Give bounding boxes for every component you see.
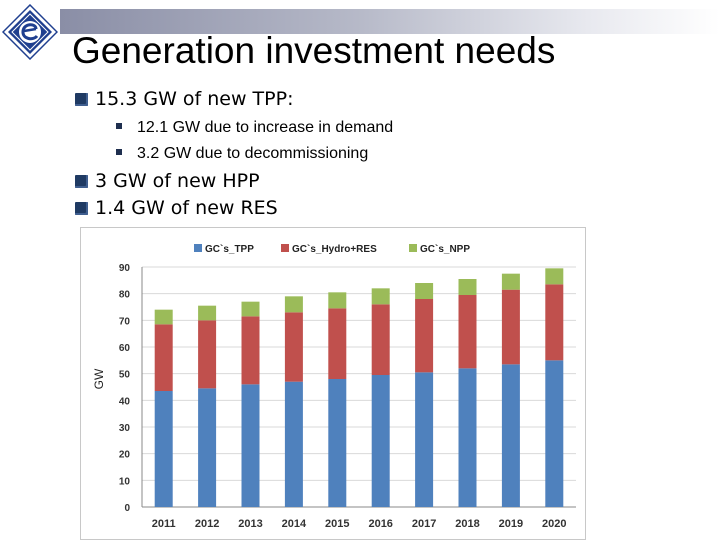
legend-swatch-tpp: [194, 244, 202, 252]
x-tick-label: 2018: [455, 518, 479, 530]
y-tick-label: 20: [119, 450, 131, 461]
bullet-res: 1.4 GW of new RES: [75, 197, 278, 219]
legend-swatch-hydro-res: [281, 244, 289, 252]
bullet-text: 15.3 GW of new TPP:: [95, 88, 294, 110]
bar-segment-hydro-res: [154, 324, 173, 391]
bullet-icon: [75, 93, 88, 106]
bar-segment-npp: [371, 288, 390, 305]
bar-segment-tpp: [154, 391, 173, 507]
bullet-text: 3 GW of new HPP: [95, 170, 260, 192]
bullet-icon: [75, 175, 88, 188]
bar-segment-npp: [198, 305, 217, 321]
bullet-tpp: 15.3 GW of new TPP:: [75, 88, 293, 110]
y-axis-label: GW: [92, 368, 106, 389]
bar-segment-hydro-res: [545, 284, 564, 361]
bar-segment-hydro-res: [198, 320, 217, 389]
y-tick-label: 80: [119, 290, 131, 301]
bar-segment-hydro-res: [241, 316, 260, 385]
bar-segment-tpp: [501, 364, 520, 507]
bar-segment-tpp: [458, 368, 477, 507]
y-tick-label: 40: [119, 396, 131, 407]
x-tick-label: 2019: [499, 518, 523, 530]
bar-segment-npp: [241, 301, 260, 317]
bar-segment-tpp: [415, 372, 434, 507]
y-tick-label: 0: [124, 503, 130, 514]
bullet-text: 1.4 GW of new RES: [95, 197, 278, 219]
title-bar-decoration: [60, 9, 720, 34]
bar-segment-hydro-res: [284, 312, 303, 382]
bar-segment-npp: [415, 283, 434, 299]
bullet-hpp: 3 GW of new HPP: [75, 170, 260, 192]
bar-segment-tpp: [371, 375, 390, 507]
bar-segment-tpp: [545, 360, 564, 507]
generation-stacked-bar-chart: GC`s_TPP GC`s_Hydro+RES GC`s_NPP GW 0 10 2…: [80, 227, 586, 540]
y-tick-label: 70: [119, 316, 131, 327]
x-tick-label: 2011: [152, 518, 176, 530]
square-bullet-icon: [116, 149, 122, 155]
bar-segment-hydro-res: [458, 295, 477, 369]
y-tick-label: 30: [119, 423, 131, 434]
bar-segment-npp: [545, 268, 564, 285]
legend-label-tpp: GC`s_TPP: [205, 244, 254, 255]
sub-bullet-decommissioning: 3.2 GW due to decommissioning: [116, 145, 368, 163]
legend-label-npp: GC`s_NPP: [420, 244, 470, 255]
legend: GC`s_TPP GC`s_Hydro+RES GC`s_NPP: [194, 244, 470, 255]
sub-bullet-text: 3.2 GW due to decommissioning: [137, 145, 369, 162]
bar-segment-tpp: [241, 384, 260, 507]
x-tick-label: 2020: [542, 518, 566, 530]
bullet-icon: [75, 202, 88, 215]
x-tick-label: 2014: [282, 518, 307, 530]
sub-bullet-text: 12.1 GW due to increase in demand: [137, 119, 394, 136]
legend-label-hydro-res: GC`s_Hydro+RES: [292, 244, 377, 255]
bar-segment-npp: [501, 273, 520, 290]
bar-segment-hydro-res: [415, 299, 434, 373]
x-tick-label: 2017: [412, 518, 436, 530]
bar-segment-npp: [284, 296, 303, 313]
x-tick-label: 2012: [195, 518, 219, 530]
logo-icon: [2, 4, 58, 60]
bar-segment-hydro-res: [501, 289, 520, 365]
x-tick-label: 2016: [368, 518, 392, 530]
bar-segment-hydro-res: [328, 308, 347, 379]
bar-segment-npp: [154, 309, 173, 325]
bar-segment-npp: [328, 292, 347, 309]
bar-segment-tpp: [328, 379, 347, 507]
bar-segment-hydro-res: [371, 304, 390, 375]
bar-segment-npp: [458, 279, 477, 295]
legend-swatch-npp: [409, 244, 417, 252]
bar-segment-tpp: [198, 388, 217, 507]
x-tick-label: 2013: [238, 518, 262, 530]
bar-segment-tpp: [284, 381, 303, 507]
square-bullet-icon: [116, 123, 122, 129]
sub-bullet-demand: 12.1 GW due to increase in demand: [116, 119, 393, 137]
y-tick-label: 60: [119, 343, 131, 354]
y-tick-label: 50: [119, 370, 131, 381]
y-tick-label: 10: [119, 476, 131, 487]
y-tick-label: 90: [119, 263, 131, 274]
x-tick-label: 2015: [325, 518, 349, 530]
slide-title: Generation investment needs: [72, 30, 556, 71]
